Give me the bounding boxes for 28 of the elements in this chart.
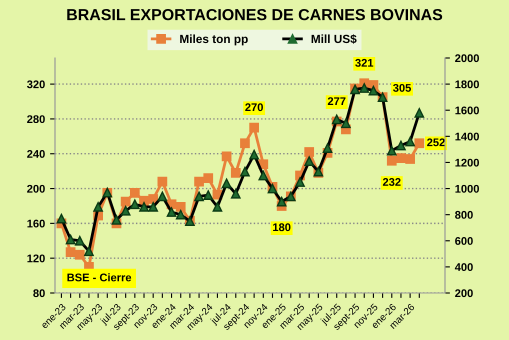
y2-tick-label: 1400 [455,132,479,140]
y2-tick-label: 1800 [455,80,479,88]
y-tick-label: 240 [27,150,45,158]
y-tick-label: 120 [27,254,45,262]
y2-tick-label: 1200 [455,158,479,167]
legend-label: Miles ton pp [180,34,248,46]
data-label: 270 [245,103,263,112]
y-tick-label: 280 [27,115,45,124]
y2-tick-label: 400 [454,263,473,272]
data-label: 305 [393,84,412,92]
y-tick-label: 80 [33,289,45,298]
legend-label: Mill US$ [312,34,357,44]
y-tick-label: 200 [27,184,45,193]
y2-tick-label: 200 [455,289,473,298]
y2-tick-label: 800 [455,210,473,219]
y2-tick-label: 600 [455,237,473,245]
data-label: 277 [328,97,346,105]
y-tick-label: 160 [27,220,45,228]
annotation: BSE - Cierre [67,273,132,282]
y2-tick-label: 1000 [455,184,479,193]
data-label: 232 [382,178,401,186]
y2-tick-label: 2000 [455,54,479,62]
data-label: 180 [273,223,290,232]
chart-title: BRASIL EXPORTACIONES DE CARNES BOVINAS [67,8,442,20]
data-label: 252 [427,138,445,146]
y2-tick-label: 1600 [455,106,479,114]
data-label: 321 [355,58,374,67]
y-tick-label: 320 [26,80,45,88]
